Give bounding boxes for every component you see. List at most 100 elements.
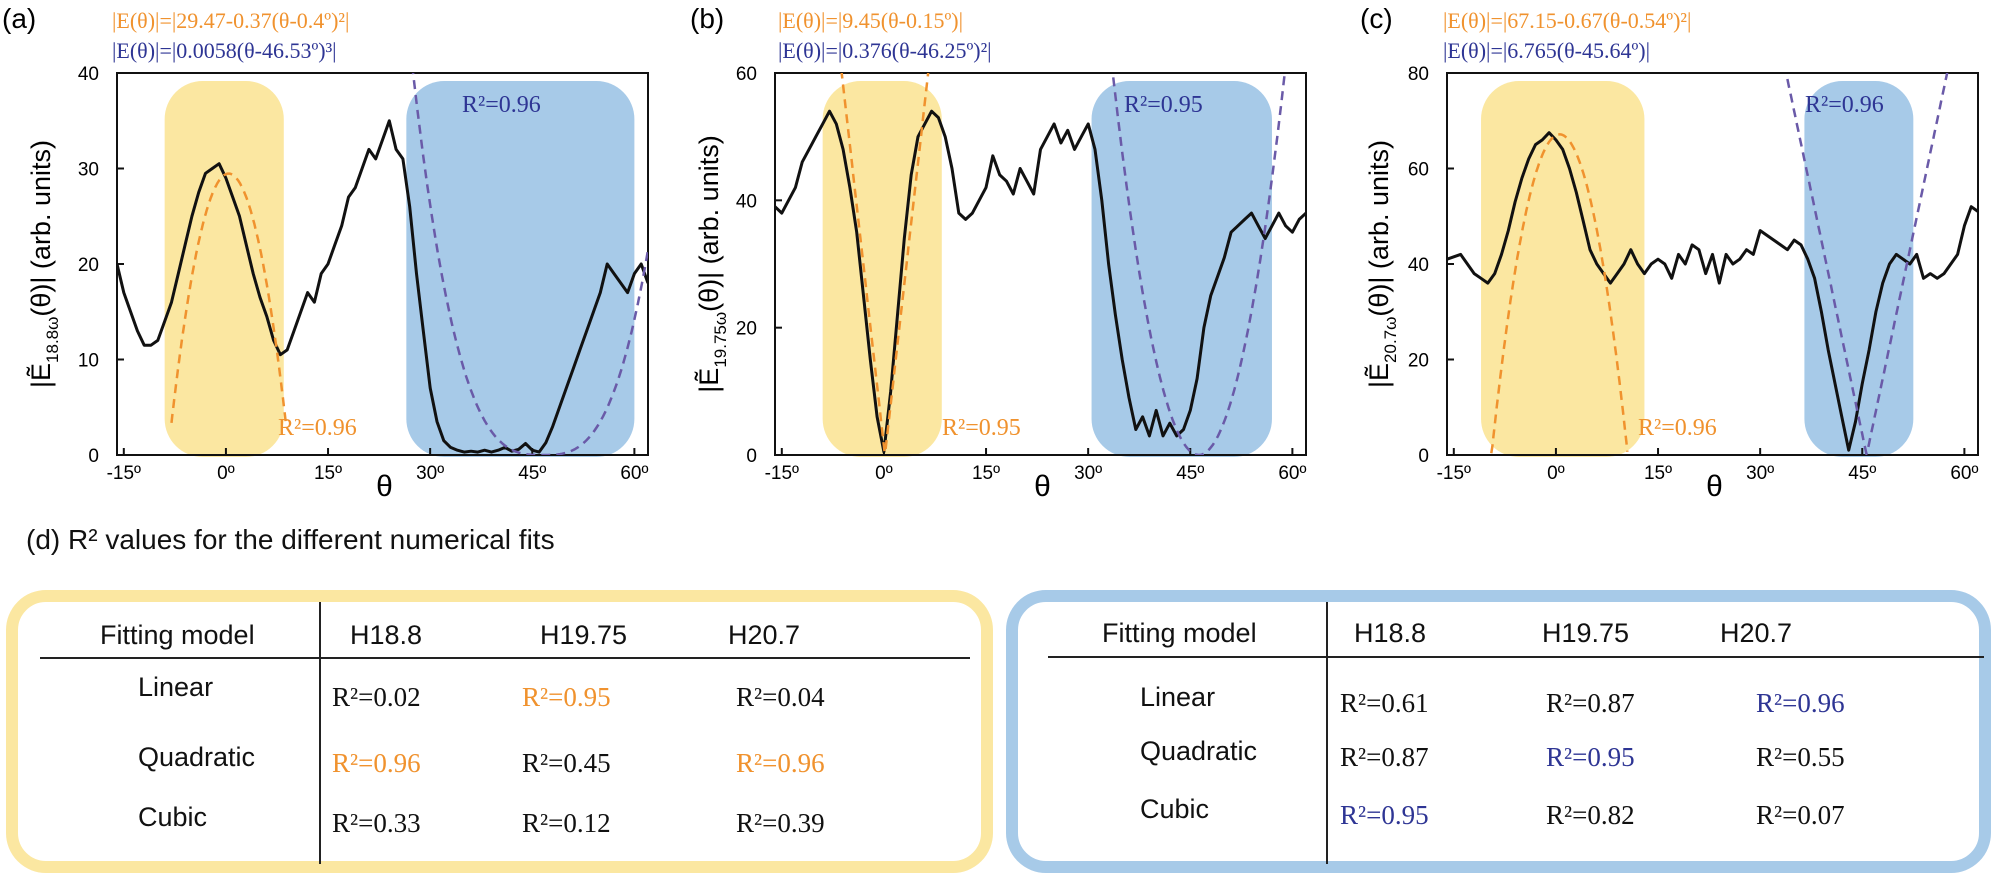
r2-label-navy: R²=0.96 xyxy=(462,92,541,118)
fit-equation-orange: |E(θ)|=|67.15-0.67(θ-0.54º)²| xyxy=(1443,8,1691,33)
table-right-model-quadratic: Quadratic xyxy=(1140,736,1258,766)
table-right-model-linear: Linear xyxy=(1140,682,1216,712)
r2-label-navy: R²=0.96 xyxy=(1805,92,1884,118)
plot-area xyxy=(775,73,1306,455)
table-left-cell: R²=0.39 xyxy=(736,808,825,838)
y-tick-label: 40 xyxy=(78,64,99,85)
table-right-header-model: Fitting model xyxy=(1102,618,1257,648)
x-axis-title: θ xyxy=(1706,470,1723,503)
panel-label: (c) xyxy=(1360,3,1393,34)
table-left-cell: R²=0.33 xyxy=(332,808,421,838)
table-left-model-cubic: Cubic xyxy=(138,802,208,832)
y-axis-title-tail: (θ)| (arb. units) xyxy=(694,135,724,312)
table-right-header-rule xyxy=(1048,656,1984,658)
table-left-cell: R²=0.45 xyxy=(522,748,611,778)
x-tick-label: -15º xyxy=(765,463,799,484)
blue-fit-region xyxy=(406,81,635,457)
r2-label-navy: R²=0.95 xyxy=(1124,92,1203,118)
y-tick-label: 0 xyxy=(746,446,757,467)
x-tick-label: 0º xyxy=(875,463,893,484)
y-tick-label: 20 xyxy=(736,319,757,340)
data-series-line xyxy=(1447,131,1978,452)
y-tick-label: 20 xyxy=(1408,351,1429,372)
x-tick-label: -15º xyxy=(1437,463,1471,484)
table-left-header-rule xyxy=(40,657,970,659)
table-left-cell: R²=0.95 xyxy=(522,682,611,712)
x-tick-label: 60º xyxy=(620,463,648,484)
y-tick-label: 40 xyxy=(1408,255,1429,276)
y-axis-title: |Ẽ19.75ω(θ)| (arb. units) xyxy=(693,135,730,392)
y-axis-title-main: |Ẽ xyxy=(693,368,724,393)
table-left-cell: R²=0.12 xyxy=(522,808,611,838)
fit-equation-navy: |E(θ)|=|0.376(θ-46.25º)²| xyxy=(778,38,992,63)
x-tick-label: 15º xyxy=(314,463,342,484)
table-right-cell: R²=0.55 xyxy=(1756,742,1845,772)
x-tick-label: 30º xyxy=(1746,463,1774,484)
x-tick-label: 15º xyxy=(972,463,1000,484)
x-tick-label: 60º xyxy=(1950,463,1978,484)
y-tick-label: 30 xyxy=(78,160,99,181)
table-right-header-h1975: H19.75 xyxy=(1542,618,1630,648)
table-right-cell: R²=0.95 xyxy=(1340,800,1429,830)
x-tick-label: 45º xyxy=(1176,463,1204,484)
fit-curve-orange xyxy=(170,172,288,424)
y-tick-label: 0 xyxy=(88,446,99,467)
r2-label-orange: R²=0.96 xyxy=(1638,415,1717,441)
table-left-cell: R²=0.02 xyxy=(332,682,421,712)
table-left-header-h188: H18.8 xyxy=(350,620,423,650)
y-tick-label: 60 xyxy=(736,64,757,85)
x-tick-label: 45º xyxy=(1848,463,1876,484)
x-tick-label: 60º xyxy=(1278,463,1306,484)
y-axis-title-subscript: 19.75ω xyxy=(711,312,730,368)
y-axis-title-subscript: 20.7ω xyxy=(1381,317,1400,363)
x-axis-title: θ xyxy=(376,470,393,503)
data-series-line xyxy=(117,119,648,454)
x-tick-label: 15º xyxy=(1644,463,1672,484)
chart-panel-3: -15º 0º 15º 30º 45º 60º 0 20 40 60 80 θ |Ẽ20.7ω(θ)| … xyxy=(1360,3,1979,503)
plot-frame xyxy=(774,72,1307,456)
table-right-header-h188: H18.8 xyxy=(1354,618,1427,648)
x-tick-label: 30º xyxy=(1074,463,1102,484)
table-right-cell: R²=0.87 xyxy=(1340,742,1429,772)
table-right-cell: R²=0.61 xyxy=(1340,688,1429,718)
table-right-model-cubic: Cubic xyxy=(1140,794,1210,824)
y-axis-title-main: |Ẽ xyxy=(1363,363,1394,388)
fit-curve-navy xyxy=(1786,73,1949,455)
y-axis-title-tail: (θ)| (arb. units) xyxy=(26,140,56,317)
charts-canvas: -15º 0º 15º 30º 45º 60º010203040θ|Ẽ18.8ω(θ)| … xyxy=(2,3,1979,503)
plot-area xyxy=(117,73,648,455)
panel-label: (a) xyxy=(2,3,36,34)
y-axis-title-subscript: 18.8ω xyxy=(43,317,62,363)
x-axis-title: θ xyxy=(1034,470,1051,503)
fit-equation-navy: |E(θ)|=|6.765(θ-45.64º)| xyxy=(1443,38,1650,63)
x-tick-label: 45º xyxy=(518,463,546,484)
chart-panel-1: -15º 0º 15º 30º 45º 60º 0 10 20 30 40 θ |Ẽ18.8ω(θ)| … xyxy=(2,3,649,503)
x-tick-label: -15º xyxy=(107,463,141,484)
y-tick-label: 40 xyxy=(736,191,757,212)
y-tick-label: 80 xyxy=(1408,64,1429,85)
y-axis-title: |Ẽ18.8ω(θ)| (arb. units) xyxy=(25,140,62,388)
table-right-cell: R²=0.96 xyxy=(1756,688,1845,718)
table-left-model-linear: Linear xyxy=(138,672,214,702)
table-right-column-rule xyxy=(1326,602,1328,864)
table-right-cell: R²=0.07 xyxy=(1756,800,1845,830)
fit-equation-navy: |E(θ)|=|0.0058(θ-46.53º)³| xyxy=(112,38,337,63)
fit-equation-orange: |E(θ)|=|29.47-0.37(θ-0.4º)²| xyxy=(112,8,349,33)
r2-label-orange: R²=0.96 xyxy=(278,415,357,441)
table-right-cell: R²=0.87 xyxy=(1546,688,1635,718)
fit-curve-navy xyxy=(1111,73,1287,455)
table-left-header-h207: H20.7 xyxy=(728,620,801,650)
table-left-box: Fitting model H18.8 H19.75 H20.7 Linear … xyxy=(6,590,993,873)
y-tick-label: 10 xyxy=(78,351,99,372)
table-left-model-quadratic: Quadratic xyxy=(138,742,256,772)
x-tick-label: 30º xyxy=(416,463,444,484)
y-tick-label: 60 xyxy=(1408,160,1429,181)
table-left-cell: R²=0.96 xyxy=(332,748,421,778)
table-right-cell: R²=0.95 xyxy=(1546,742,1635,772)
fit-curve-orange xyxy=(1490,133,1629,454)
table-right-header-h207: H20.7 xyxy=(1720,618,1793,648)
data-series-line xyxy=(775,109,1306,454)
table-left-header-model: Fitting model xyxy=(100,620,255,650)
x-tick-label: 0º xyxy=(1547,463,1565,484)
